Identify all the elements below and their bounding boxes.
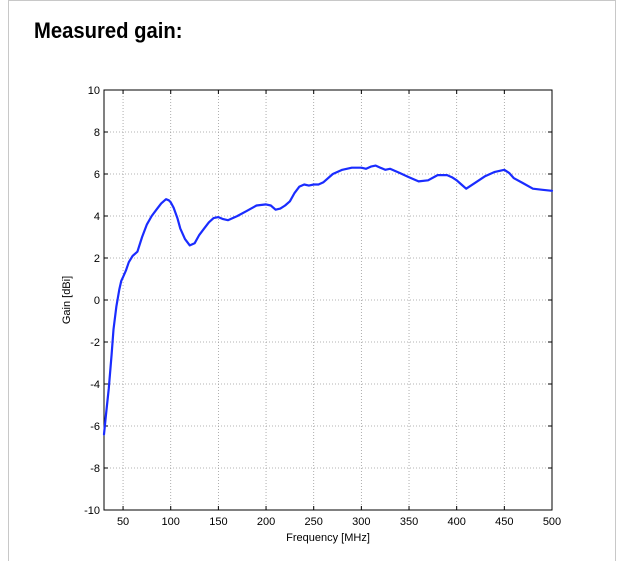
x-tick-label: 350 bbox=[400, 516, 418, 528]
y-tick-label: -2 bbox=[90, 337, 100, 349]
axis-ticks: 50 100 150 200 250 300 350 400 450 500-10-8-6-4-2… bbox=[84, 85, 561, 528]
x-tick-label: 200 bbox=[257, 516, 275, 528]
y-tick-label: -4 bbox=[90, 379, 100, 391]
y-tick-label: -10 bbox=[84, 505, 100, 517]
x-tick-label: 500 bbox=[543, 516, 561, 528]
series-group bbox=[102, 164, 554, 436]
y-tick-label: 6 bbox=[94, 169, 100, 181]
x-tick-label: 100 bbox=[162, 516, 180, 528]
gain-series-line bbox=[102, 164, 554, 436]
y-tick-label: 10 bbox=[88, 85, 100, 97]
figure-frame bbox=[8, 0, 616, 561]
grid-lines bbox=[104, 90, 552, 510]
y-tick-label: -6 bbox=[90, 421, 100, 433]
x-axis-label: Frequency [MHz] bbox=[286, 532, 370, 544]
x-tick-label: 400 bbox=[448, 516, 466, 528]
x-tick-label: 150 bbox=[209, 516, 227, 528]
x-tick-label: 300 bbox=[352, 516, 370, 528]
y-axis-label: Gain [dBi] bbox=[61, 276, 73, 324]
y-tick-label: -8 bbox=[90, 463, 100, 475]
y-tick-label: 8 bbox=[94, 127, 100, 139]
section-heading: Measured gain: bbox=[34, 18, 183, 43]
plot-area bbox=[103, 89, 553, 511]
y-tick-label: 0 bbox=[94, 295, 100, 307]
y-tick-label: 4 bbox=[94, 211, 100, 223]
x-tick-label: 450 bbox=[495, 516, 513, 528]
x-tick-label: 50 bbox=[117, 516, 129, 528]
x-tick-label: 250 bbox=[305, 516, 323, 528]
y-tick-label: 2 bbox=[94, 253, 100, 265]
